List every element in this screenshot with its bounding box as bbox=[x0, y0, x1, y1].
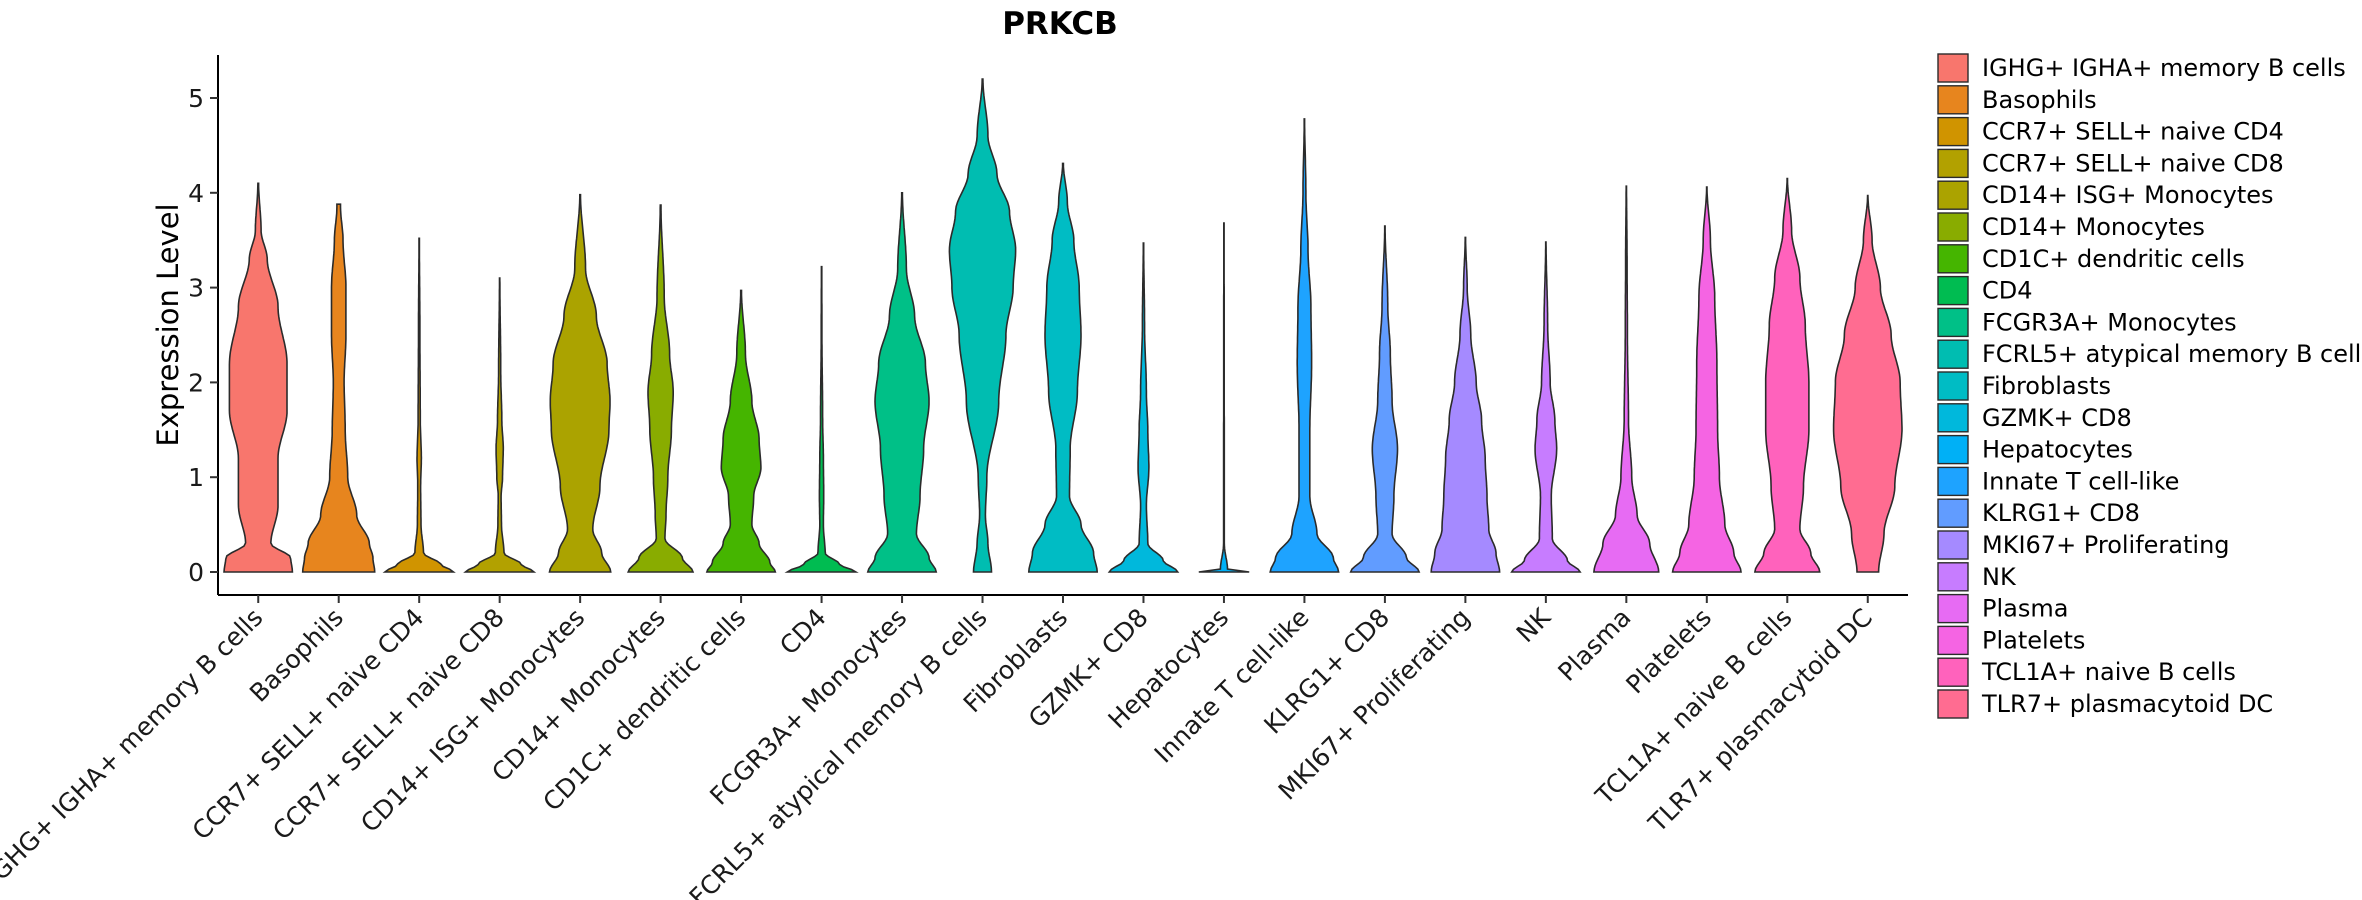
violin-8 bbox=[866, 192, 938, 573]
violin-19 bbox=[1753, 177, 1821, 573]
violin-16 bbox=[1510, 241, 1582, 573]
plot-area bbox=[223, 78, 1903, 573]
x-tick-label: CD4 bbox=[774, 603, 832, 661]
legend-label: Fibroblasts bbox=[1982, 372, 2111, 400]
y-axis-title: Expression Level bbox=[151, 203, 185, 446]
legend-label: CD4 bbox=[1982, 277, 2033, 305]
legend-swatch bbox=[1937, 466, 1969, 497]
legend-swatch bbox=[1937, 403, 1969, 433]
legend-swatch bbox=[1937, 85, 1969, 115]
y-tick-label: 5 bbox=[188, 84, 204, 113]
violin-14 bbox=[1349, 225, 1421, 573]
violin-0 bbox=[223, 182, 294, 573]
legend-label: CCR7+ SELL+ naive CD8 bbox=[1982, 149, 2284, 177]
y-tick-label: 2 bbox=[188, 368, 204, 397]
x-tick-label: NK bbox=[1511, 602, 1557, 648]
legend-label: FCGR3A+ Monocytes bbox=[1982, 308, 2237, 336]
violin-11 bbox=[1107, 242, 1180, 573]
legend-label: Plasma bbox=[1982, 595, 2068, 623]
violin-10 bbox=[1027, 162, 1099, 573]
violin-12 bbox=[1198, 222, 1250, 573]
legend-label: KLRG1+ CD8 bbox=[1982, 499, 2140, 527]
legend-label: TLR7+ plasmacytoid DC bbox=[1981, 690, 2273, 718]
legend-label: CD14+ ISG+ Monocytes bbox=[1982, 181, 2274, 209]
x-tick-label: Innate T cell-like bbox=[1149, 603, 1315, 769]
legend: IGHG+ IGHA+ memory B cells Basophils CCR7+… bbox=[1937, 53, 2362, 719]
legend-swatch bbox=[1937, 530, 1969, 560]
legend-label: CD14+ Monocytes bbox=[1982, 213, 2205, 241]
x-tick-labels: IGHG+ IGHA+ memory B cellsBasophilsCCR7+… bbox=[0, 602, 1878, 900]
y-tick-label: 0 bbox=[188, 558, 204, 587]
violin-20 bbox=[1832, 194, 1903, 573]
violin-15 bbox=[1430, 236, 1501, 573]
y-tick-label: 3 bbox=[188, 274, 204, 303]
legend-label: CCR7+ SELL+ naive CD4 bbox=[1982, 118, 2284, 146]
legend-label: MKI67+ Proliferating bbox=[1982, 531, 2230, 559]
axes: 0 1 2 3 4 5 bbox=[188, 55, 1908, 603]
legend-swatch bbox=[1937, 689, 1969, 719]
legend-swatch bbox=[1937, 180, 1969, 210]
legend-swatch bbox=[1937, 625, 1969, 656]
legend-swatch bbox=[1937, 148, 1969, 179]
legend-label: Basophils bbox=[1982, 86, 2097, 114]
chart-title: PRKCB bbox=[1002, 6, 1118, 42]
legend-label: Hepatocytes bbox=[1982, 436, 2133, 464]
legend-label: Platelets bbox=[1982, 626, 2085, 654]
y-tick-label: 4 bbox=[188, 179, 204, 208]
violin-9 bbox=[948, 78, 1017, 573]
violin-2 bbox=[382, 237, 456, 573]
legend-label: NK bbox=[1982, 563, 2017, 591]
violin-1 bbox=[301, 203, 376, 573]
legend-swatch bbox=[1937, 53, 1969, 83]
legend-swatch bbox=[1937, 593, 1969, 624]
y-tick-label: 1 bbox=[188, 463, 204, 492]
violin-4 bbox=[548, 193, 612, 573]
legend-swatch bbox=[1937, 244, 1969, 274]
legend-label: CD1C+ dendritic cells bbox=[1982, 245, 2245, 273]
legend-swatch bbox=[1937, 657, 1969, 687]
legend-label: FCRL5+ atypical memory B cells bbox=[1982, 340, 2362, 368]
violin-7 bbox=[784, 265, 859, 573]
legend-label: IGHG+ IGHA+ memory B cells bbox=[1982, 54, 2346, 82]
violin-5 bbox=[626, 204, 695, 573]
legend-swatch bbox=[1937, 212, 1969, 242]
x-tick-label: IGHG+ IGHA+ memory B cells bbox=[0, 603, 268, 891]
legend-swatch bbox=[1937, 339, 1969, 369]
legend-swatch bbox=[1937, 116, 1969, 147]
legend-swatch bbox=[1937, 498, 1969, 528]
violin-18 bbox=[1671, 186, 1742, 573]
legend-label: TCL1A+ naive B cells bbox=[1981, 658, 2236, 686]
legend-swatch bbox=[1937, 307, 1969, 338]
violin-17 bbox=[1592, 185, 1660, 573]
violin-3 bbox=[463, 277, 537, 573]
violin-13 bbox=[1269, 118, 1340, 573]
legend-label: GZMK+ CD8 bbox=[1982, 404, 2132, 432]
legend-swatch bbox=[1937, 275, 1969, 306]
x-tick-label: FCRL5+ atypical memory B cells bbox=[684, 603, 993, 900]
legend-swatch bbox=[1937, 562, 1969, 592]
legend-swatch bbox=[1937, 434, 1969, 465]
legend-label: Innate T cell-like bbox=[1982, 467, 2179, 495]
violin-6 bbox=[705, 289, 777, 573]
legend-swatch bbox=[1937, 371, 1969, 401]
